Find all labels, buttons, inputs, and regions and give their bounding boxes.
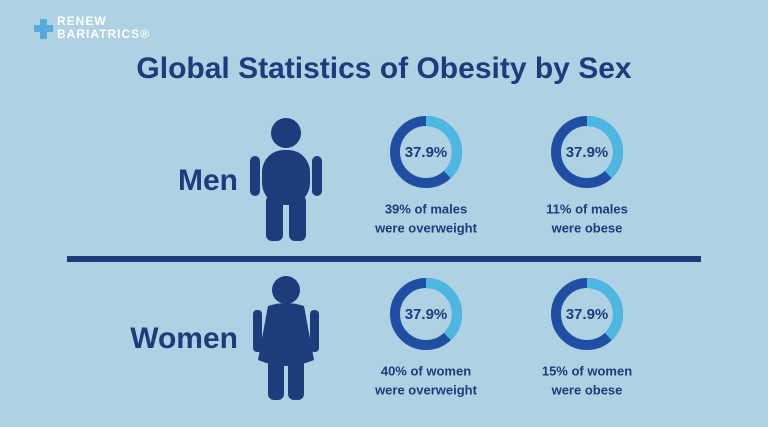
man-figure [250, 118, 322, 241]
caption: were obese [551, 382, 623, 397]
woman-figure [253, 276, 319, 400]
divider [67, 256, 701, 262]
donut-label: 37.9% [405, 306, 448, 323]
logo-text: BARIATRICS® [57, 27, 150, 41]
donut-arc [551, 116, 623, 188]
caption: 39% of males [385, 201, 467, 216]
title: Global Statistics of Obesity by Sex [136, 52, 631, 85]
caption: were obese [551, 220, 623, 235]
donut-arc [551, 278, 623, 350]
group-label: Men [178, 164, 238, 197]
caption: were overweight [374, 220, 478, 235]
caption: 11% of males [546, 201, 628, 216]
caption: 40% of women [381, 363, 471, 378]
logo-cross [34, 25, 53, 32]
logo-text: RENEW [57, 14, 107, 28]
donut-arc [390, 116, 462, 188]
caption: 15% of women [542, 363, 632, 378]
donut-label: 37.9% [566, 306, 609, 323]
donut-label: 37.9% [566, 144, 609, 161]
donut-arc [390, 278, 462, 350]
donut-label: 37.9% [405, 144, 448, 161]
caption: were overweight [374, 382, 478, 397]
group-label: Women [130, 322, 238, 355]
logo: RENEW BARIATRICS® [34, 14, 150, 41]
